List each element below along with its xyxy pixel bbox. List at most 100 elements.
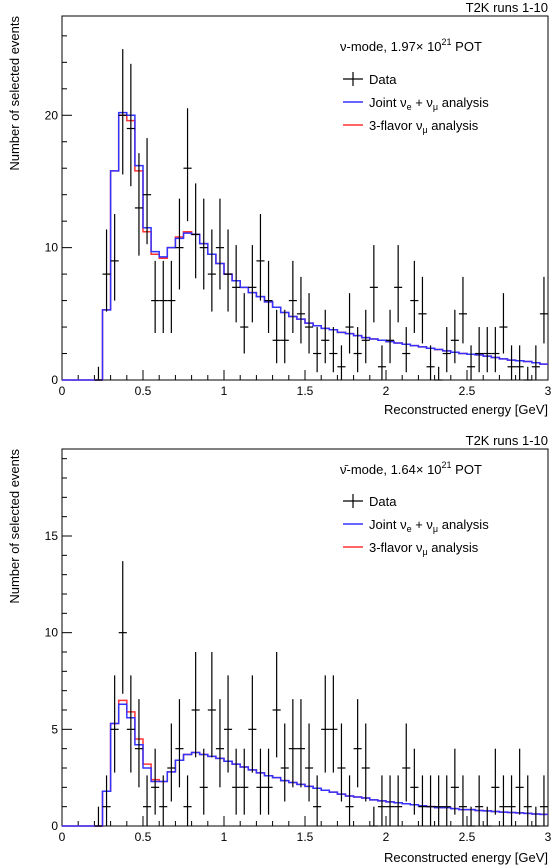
data-point	[215, 198, 224, 290]
data-point	[337, 723, 346, 802]
series-joint-line	[62, 703, 548, 827]
x-tick-label: 3	[545, 384, 552, 398]
data-point	[151, 748, 160, 815]
data-point	[426, 345, 435, 380]
data-point	[207, 652, 216, 758]
data-point	[175, 198, 184, 290]
data-point	[126, 675, 135, 773]
data-point	[483, 806, 492, 827]
data-point	[507, 345, 516, 380]
data-point	[313, 327, 322, 373]
data-point	[361, 723, 370, 802]
x-axis-label: Reconstructed energy [GeV]	[384, 402, 548, 417]
data-point	[377, 775, 386, 826]
data-point	[224, 229, 233, 312]
y-axis-label: Number of selected events	[7, 16, 22, 171]
data-point	[458, 276, 467, 344]
data-point	[499, 293, 508, 354]
data-point	[491, 748, 500, 815]
data-point	[394, 245, 403, 323]
data-point	[467, 345, 476, 380]
legend-data-label: Data	[369, 494, 397, 509]
data-point	[450, 748, 459, 815]
data-point	[434, 775, 443, 826]
data-point	[159, 260, 168, 334]
x-tick-label: 1	[221, 830, 228, 844]
data-point	[369, 806, 378, 827]
data-point	[183, 775, 192, 826]
data-point	[94, 806, 103, 827]
x-tick-label: 1.5	[297, 830, 314, 844]
data-point	[442, 775, 451, 826]
data-point	[426, 775, 435, 826]
data-point	[167, 260, 176, 334]
data-point	[321, 675, 330, 773]
y-tick-label: 0	[51, 373, 58, 387]
data-point	[467, 806, 476, 827]
legend-flavor-label: 3-flavor νμ analysis	[369, 118, 479, 135]
data-point	[248, 675, 257, 773]
data-point	[313, 775, 322, 826]
data-point	[256, 748, 265, 815]
data-point	[531, 806, 540, 827]
data-point	[296, 276, 305, 344]
data-point	[240, 293, 249, 354]
x-axis-label: Reconstructed energy [GeV]	[384, 850, 548, 865]
data-point	[475, 327, 484, 373]
data-point	[523, 775, 532, 826]
data-point	[207, 229, 216, 312]
data-point	[126, 63, 135, 187]
data-point	[402, 723, 411, 802]
data-point	[151, 260, 160, 334]
data-point	[515, 345, 524, 380]
data-point	[256, 213, 265, 301]
corner-label: T2K runs 1-10	[466, 0, 548, 15]
x-tick-label: 1.5	[297, 384, 314, 398]
data-point	[418, 775, 427, 826]
mode-label: ν̄-mode, 1.64× 1021 POT	[340, 460, 482, 477]
x-tick-label: 2.5	[459, 384, 476, 398]
x-tick-label: 0	[59, 830, 66, 844]
data-point	[361, 309, 370, 364]
y-tick-label: 5	[51, 722, 58, 736]
mode-label: ν-mode, 1.97× 1021 POT	[340, 37, 482, 54]
data-point	[377, 345, 386, 380]
data-point	[345, 293, 354, 354]
data-point	[410, 260, 419, 334]
data-point	[353, 699, 362, 788]
data-point	[215, 699, 224, 788]
x-tick-label: 0.5	[135, 384, 152, 398]
data-point	[199, 198, 208, 290]
data-point	[515, 748, 524, 815]
data-point	[191, 183, 200, 279]
data-point	[232, 245, 241, 323]
x-tick-label: 1	[221, 384, 228, 398]
y-tick-label: 10	[45, 626, 59, 640]
data-point	[305, 723, 314, 802]
data-point	[232, 748, 241, 815]
x-tick-label: 2	[383, 830, 390, 844]
data-point	[143, 775, 152, 826]
data-point	[434, 366, 443, 381]
data-point	[199, 748, 208, 815]
panel-neutrino-mode: T2K runs 1-10 ν-mode, 1.97× 1021 POT Dat…	[7, 0, 552, 417]
legend-flavor-label: 3-flavor νμ analysis	[369, 540, 479, 557]
x-tick-label: 0.5	[135, 830, 152, 844]
data-point	[523, 366, 532, 381]
data-point	[507, 775, 516, 826]
data-point	[110, 213, 119, 301]
x-tick-label: 3	[545, 830, 552, 844]
data-point	[539, 775, 548, 826]
y-axis-label: Number of selected events	[7, 449, 22, 604]
data-point	[272, 309, 281, 364]
data-point	[102, 229, 111, 312]
data-point	[296, 699, 305, 788]
corner-label: T2K runs 1-10	[466, 433, 548, 448]
x-tick-label: 0	[59, 384, 66, 398]
panel-antineutrino-mode: T2K runs 1-10 ν̄-mode, 1.64× 1021 POT Da…	[7, 433, 552, 865]
data-point	[345, 775, 354, 826]
legend: Data Joint νe + νμ analysis 3-flavor νμ …	[343, 494, 489, 557]
data-point	[134, 153, 143, 256]
data-point	[450, 309, 459, 364]
plot-area: 0 0.5 1 1.5 2 2.5 3 0 10 20	[45, 35, 552, 398]
